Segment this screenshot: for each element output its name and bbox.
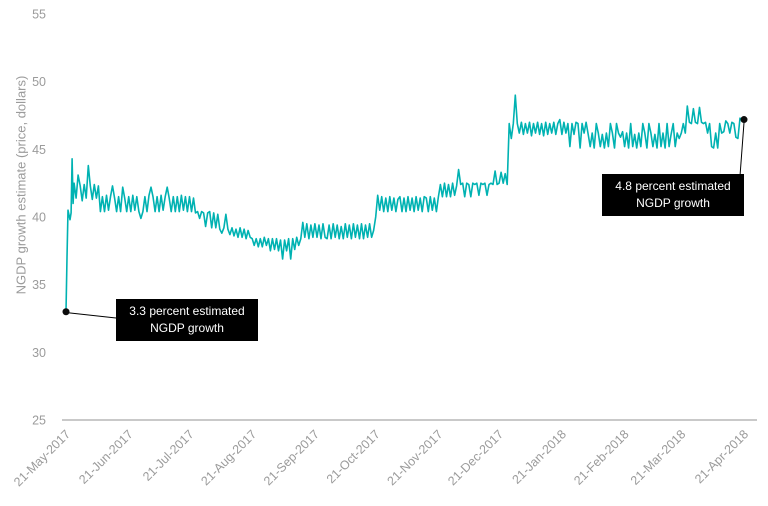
y-tick-label: 55 [32,8,46,22]
x-tick-label: 21-Apr-2018 [692,427,751,486]
annotation-leader-start [67,312,117,319]
ngdp-estimate-line [65,94,744,312]
x-tick-label: 21-Mar-2018 [628,427,689,488]
y-tick-label: 50 [32,75,46,89]
y-tick-label: 30 [32,346,46,360]
x-tick-label: 21-Jun-2017 [76,427,136,487]
x-tick-label: 21-Dec-2017 [445,427,506,488]
y-tick-label: 25 [32,414,46,428]
data-point-marker [62,308,70,316]
x-tick-label: 21-May-2017 [11,427,73,489]
annotation-end-value: 4.8 percent estimated NGDP growth [602,174,744,216]
x-tick-label: 21-Nov-2017 [385,427,446,488]
y-tick-label: 45 [32,143,46,157]
x-tick-label: 21-Jul-2017 [140,427,197,484]
annotation-leader-end [739,122,745,177]
x-tick-label: 21-Sep-2017 [261,427,322,488]
x-tick-label: 21-Oct-2017 [324,427,383,486]
y-axis-title: NGDP growth estimate (price, dollars) [13,75,29,295]
x-tick-label: 21-Aug-2017 [198,427,259,488]
y-tick-label: 35 [32,278,46,292]
x-tick-label: 21-Feb-2018 [571,427,632,488]
y-tick-label: 40 [32,211,46,225]
data-point-marker [740,116,748,124]
annotation-start-value: 3.3 percent estimated NGDP growth [116,299,258,341]
x-tick-label: 21-Jan-2018 [509,427,569,487]
